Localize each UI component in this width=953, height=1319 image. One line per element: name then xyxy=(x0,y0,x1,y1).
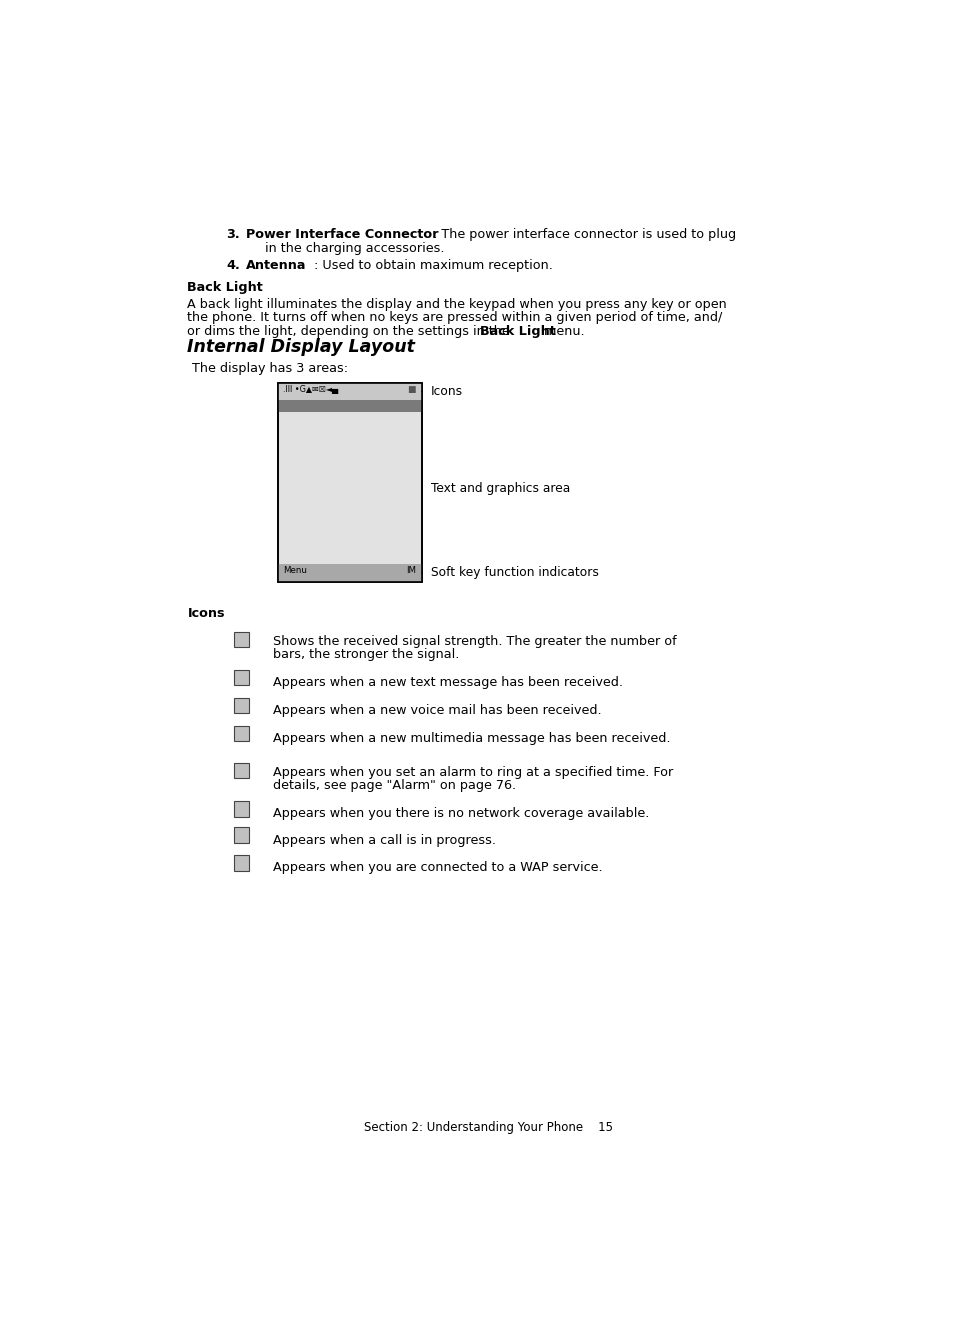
Text: : The power interface connector is used to plug: : The power interface connector is used … xyxy=(433,228,736,241)
Text: Back Light: Back Light xyxy=(479,324,555,338)
Text: in the charging accessories.: in the charging accessories. xyxy=(265,243,444,255)
Text: Appears when a new voice mail has been received.: Appears when a new voice mail has been r… xyxy=(273,704,600,718)
Bar xyxy=(233,801,249,816)
Bar xyxy=(233,670,249,685)
Text: Appears when a new text message has been received.: Appears when a new text message has been… xyxy=(273,675,622,689)
Text: ■: ■ xyxy=(407,385,416,394)
Text: Text and graphics area: Text and graphics area xyxy=(431,481,570,495)
Text: 3.: 3. xyxy=(226,228,239,241)
Text: : Used to obtain maximum reception.: : Used to obtain maximum reception. xyxy=(314,259,552,272)
Text: Menu: Menu xyxy=(283,566,307,575)
Bar xyxy=(233,698,249,714)
Text: Icons: Icons xyxy=(431,385,462,398)
Text: Appears when you there is no network coverage available.: Appears when you there is no network cov… xyxy=(273,807,648,820)
Text: .lll •G▲✉☒◄▅: .lll •G▲✉☒◄▅ xyxy=(282,385,337,394)
Text: A back light illuminates the display and the keypad when you press any key or op: A back light illuminates the display and… xyxy=(187,298,726,311)
Text: Appears when you are connected to a WAP service.: Appears when you are connected to a WAP … xyxy=(273,861,601,874)
Text: Appears when a new multimedia message has been received.: Appears when a new multimedia message ha… xyxy=(273,732,670,745)
Text: details, see page "Alarm" on page 76.: details, see page "Alarm" on page 76. xyxy=(273,780,516,793)
Text: Back Light: Back Light xyxy=(187,281,263,294)
Text: Section 2: Understanding Your Phone    15: Section 2: Understanding Your Phone 15 xyxy=(364,1121,613,1134)
Bar xyxy=(278,565,421,582)
Text: Power Interface Connector: Power Interface Connector xyxy=(245,228,437,241)
Text: Internal Display Layout: Internal Display Layout xyxy=(187,339,415,356)
Text: Shows the received signal strength. The greater the number of: Shows the received signal strength. The … xyxy=(273,634,676,648)
Text: or dims the light, depending on the settings in the: or dims the light, depending on the sett… xyxy=(187,324,514,338)
Text: bars, the stronger the signal.: bars, the stronger the signal. xyxy=(273,649,458,661)
Bar xyxy=(233,762,249,778)
Text: IM: IM xyxy=(406,566,416,575)
Text: the phone. It turns off when no keys are pressed within a given period of time, : the phone. It turns off when no keys are… xyxy=(187,311,722,324)
Text: 4.: 4. xyxy=(226,259,240,272)
Bar xyxy=(233,632,249,648)
Text: Icons: Icons xyxy=(187,607,225,620)
Bar xyxy=(278,400,421,413)
Text: Antenna: Antenna xyxy=(245,259,306,272)
Bar xyxy=(233,827,249,843)
Bar xyxy=(233,855,249,871)
Text: The display has 3 areas:: The display has 3 areas: xyxy=(192,361,348,375)
Bar xyxy=(233,725,249,741)
Text: Soft key function indicators: Soft key function indicators xyxy=(431,566,598,579)
Bar xyxy=(278,383,421,582)
Text: Appears when a call is in progress.: Appears when a call is in progress. xyxy=(273,834,496,847)
Bar xyxy=(278,383,421,582)
Text: Appears when you set an alarm to ring at a specified time. For: Appears when you set an alarm to ring at… xyxy=(273,766,672,778)
Bar xyxy=(278,383,421,400)
Text: menu.: menu. xyxy=(539,324,584,338)
